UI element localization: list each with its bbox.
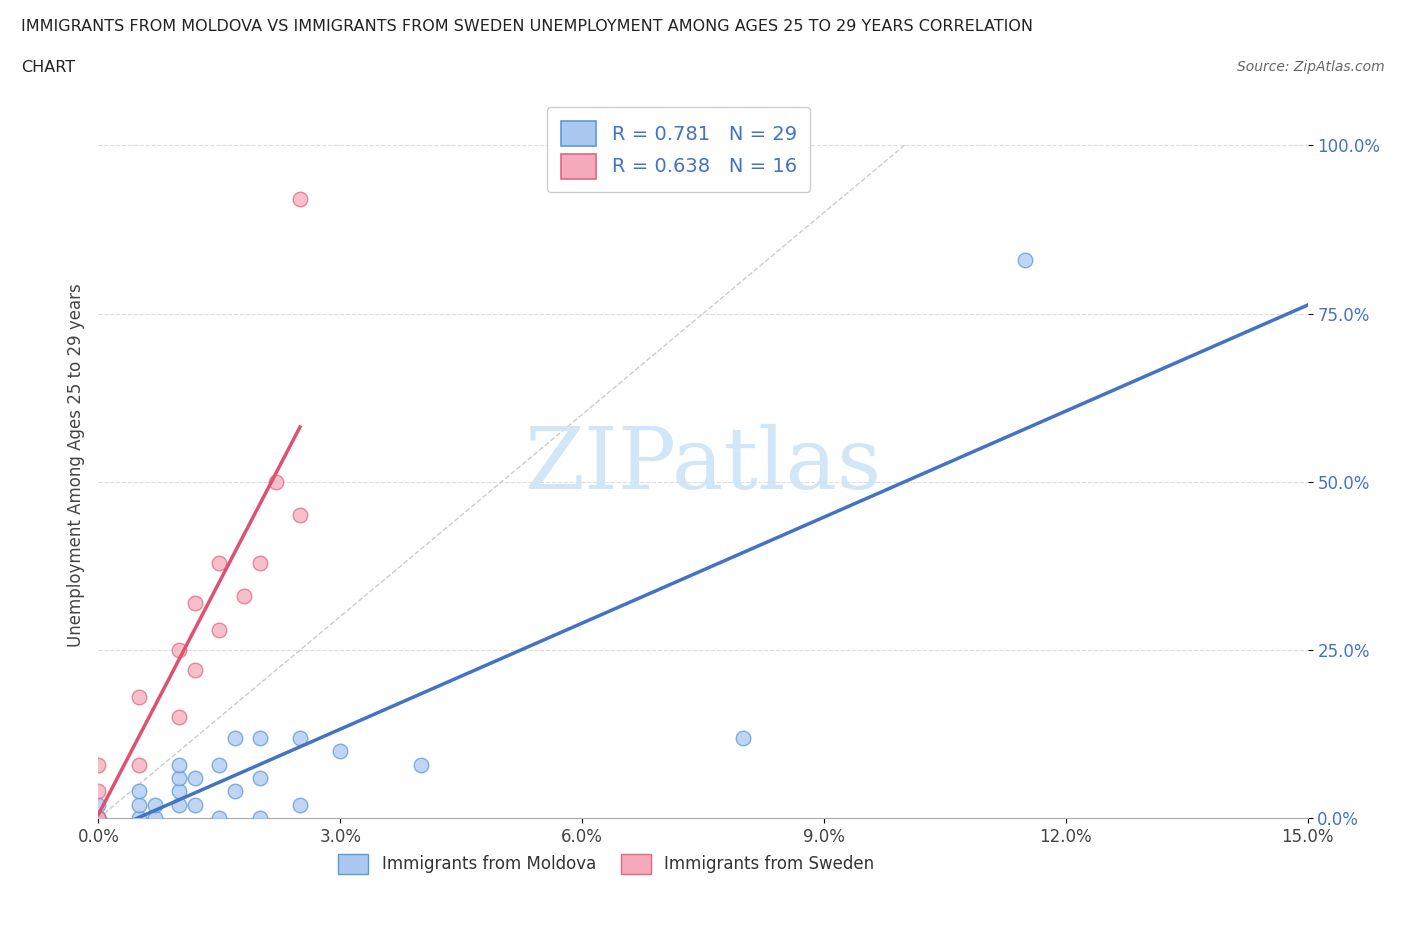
Point [224, 730, 246, 745]
Point [87, 811, 110, 826]
Point [249, 771, 271, 786]
Point [87, 811, 110, 826]
Point [232, 589, 254, 604]
Point [143, 811, 166, 826]
Point [87, 811, 110, 826]
Point [167, 784, 190, 799]
Point [167, 798, 190, 813]
Point [208, 622, 231, 637]
Point [167, 771, 190, 786]
Point [87, 757, 110, 772]
Point [224, 784, 246, 799]
Point [288, 798, 311, 813]
Point [288, 730, 311, 745]
Point [249, 730, 271, 745]
Point [128, 811, 150, 826]
Point [264, 474, 287, 489]
Point [167, 757, 190, 772]
Point [167, 710, 190, 724]
Point [208, 555, 231, 570]
Point [249, 811, 271, 826]
Point [184, 771, 207, 786]
Point [409, 757, 432, 772]
Point [184, 663, 207, 678]
Point [143, 798, 166, 813]
Point [87, 811, 110, 826]
Text: Source: ZipAtlas.com: Source: ZipAtlas.com [1237, 60, 1385, 74]
Point [288, 508, 311, 523]
Point [208, 811, 231, 826]
Y-axis label: Unemployment Among Ages 25 to 29 years: Unemployment Among Ages 25 to 29 years [66, 283, 84, 647]
Point [87, 811, 110, 826]
Point [329, 744, 352, 759]
Point [184, 798, 207, 813]
Text: IMMIGRANTS FROM MOLDOVA VS IMMIGRANTS FROM SWEDEN UNEMPLOYMENT AMONG AGES 25 TO : IMMIGRANTS FROM MOLDOVA VS IMMIGRANTS FR… [21, 19, 1033, 33]
Point [128, 798, 150, 813]
Point [128, 690, 150, 705]
Point [249, 555, 271, 570]
Point [87, 784, 110, 799]
Point [733, 730, 755, 745]
Text: ZIPatlas: ZIPatlas [524, 423, 882, 507]
Point [128, 757, 150, 772]
Point [1014, 252, 1036, 267]
Point [184, 595, 207, 610]
Text: CHART: CHART [21, 60, 75, 75]
Point [87, 798, 110, 813]
Point [128, 784, 150, 799]
Point [208, 757, 231, 772]
Legend: Immigrants from Moldova, Immigrants from Sweden: Immigrants from Moldova, Immigrants from… [332, 847, 882, 881]
Point [167, 643, 190, 658]
Point [288, 192, 311, 206]
